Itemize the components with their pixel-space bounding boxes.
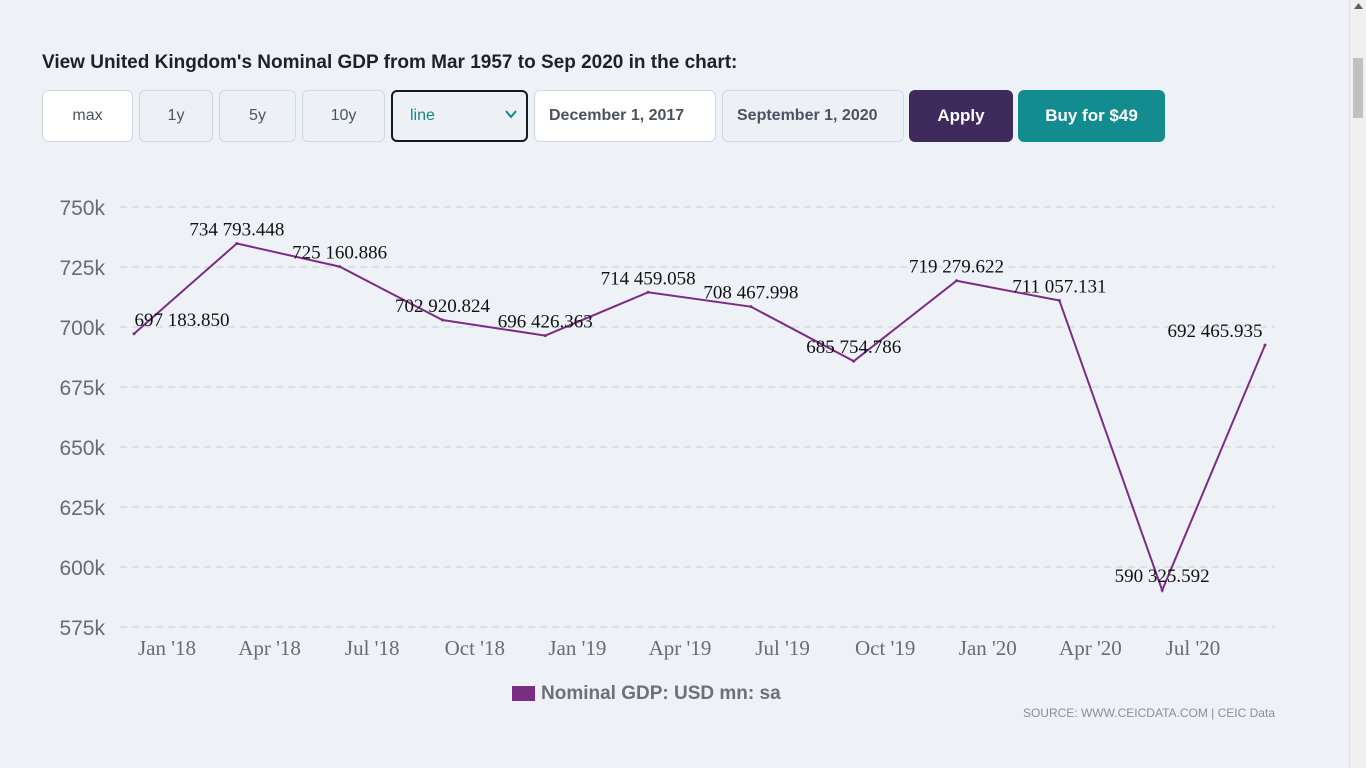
legend-label: Nominal GDP: USD mn: sa — [541, 683, 781, 704]
y-tick-label: 700k — [59, 317, 105, 340]
x-tick-label: Jan '20 — [959, 636, 1017, 660]
data-label: 714 459.058 — [601, 268, 696, 289]
data-point — [955, 279, 959, 283]
data-label: 734 793.448 — [189, 219, 284, 240]
x-tick-label: Apr '18 — [238, 636, 301, 660]
data-point — [338, 265, 342, 269]
data-point — [132, 332, 136, 336]
y-tick-label: 575k — [59, 617, 105, 640]
range-1y-button[interactable]: 1y — [139, 90, 213, 142]
buy-button[interactable]: Buy for $49 — [1018, 90, 1165, 142]
date-from-input[interactable]: December 1, 2017 — [534, 90, 716, 142]
data-label: 711 057.131 — [1012, 276, 1106, 297]
y-tick-label: 675k — [59, 377, 105, 400]
data-point — [543, 334, 547, 338]
x-tick-label: Jul '20 — [1166, 636, 1221, 660]
y-tick-label: 600k — [59, 557, 105, 580]
chart-type-value: line — [410, 107, 435, 124]
range-max-button[interactable]: max — [42, 90, 133, 142]
range-10y-button[interactable]: 10y — [302, 90, 385, 142]
data-point — [440, 318, 444, 322]
x-tick-label: Jan '19 — [548, 636, 606, 660]
data-point — [235, 241, 239, 245]
page-scrollbar[interactable] — [1349, 0, 1366, 768]
data-point — [749, 305, 753, 309]
x-tick-label: Apr '19 — [649, 636, 712, 660]
chart-type-select[interactable]: line — [391, 90, 528, 142]
y-tick-label: 625k — [59, 497, 105, 520]
data-label: 590 325.592 — [1115, 566, 1210, 587]
data-label: 685 754.786 — [806, 337, 901, 358]
data-point — [1057, 298, 1061, 302]
line-chart: 575k 600k 625k 650k 675k 700k 725k 750k Jan '18… — [59, 197, 1275, 704]
legend-swatch — [512, 686, 535, 701]
x-tick-label: Jan '18 — [138, 636, 196, 660]
scroll-thumb[interactable] — [1353, 58, 1363, 118]
chevron-down-icon — [505, 110, 517, 119]
apply-button[interactable]: Apply — [909, 90, 1013, 142]
data-label: 696 426.363 — [498, 312, 593, 333]
x-tick-label: Oct '19 — [855, 636, 915, 660]
data-label: 692 465.935 — [1168, 321, 1263, 342]
scroll-up-arrow-icon[interactable] — [1354, 3, 1363, 9]
data-point — [1263, 343, 1267, 347]
x-tick-label: Jul '18 — [345, 636, 400, 660]
y-tick-label: 725k — [59, 257, 105, 280]
data-label: 702 920.824 — [395, 296, 491, 317]
data-label: 697 183.850 — [135, 310, 230, 331]
chart-legend: Nominal GDP: USD mn: sa — [512, 683, 781, 704]
source-credit: SOURCE: WWW.CEICDATA.COM | CEIC Data — [1022, 706, 1275, 720]
y-tick-label: 650k — [59, 437, 105, 460]
data-point — [1160, 588, 1164, 592]
data-point — [852, 359, 856, 363]
x-tick-label: Oct '18 — [445, 636, 505, 660]
data-label: 719 279.622 — [909, 257, 1004, 278]
x-tick-label: Jul '19 — [755, 636, 810, 660]
page-heading: View United Kingdom's Nominal GDP from M… — [42, 52, 738, 73]
data-label: 725 160.886 — [292, 243, 387, 264]
y-tick-label: 750k — [59, 197, 105, 220]
date-to-input[interactable]: September 1, 2020 — [722, 90, 904, 142]
data-point — [646, 290, 650, 294]
series-line — [133, 242, 1266, 593]
x-tick-label: Apr '20 — [1059, 636, 1122, 660]
range-5y-button[interactable]: 5y — [219, 90, 296, 142]
data-label: 708 467.998 — [703, 283, 798, 304]
